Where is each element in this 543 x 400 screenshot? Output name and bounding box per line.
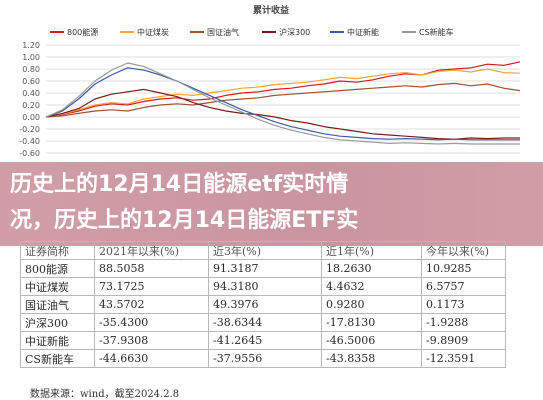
table-cell: -44.6630 — [94, 349, 209, 368]
series-line — [45, 68, 521, 118]
column-header: 近1年(%) — [321, 241, 422, 260]
series-line — [45, 67, 520, 141]
table-cell: -46.5006 — [321, 331, 422, 350]
y-tick-label: -0.60 — [19, 149, 40, 158]
table-cell: 中证煤炭 — [20, 277, 95, 296]
table-cell: 4.4632 — [321, 277, 422, 296]
returns-table: 证券简称 2021年以来(%) 近3年(%) 近1年(%) 今年以来(%) 800能源 88… — [20, 241, 506, 368]
headline-line-1: 历史上的12月14日能源etf实时情 — [10, 172, 349, 197]
y-tick-label: 1.00 — [22, 53, 40, 62]
legend-label: 800能源 — [67, 27, 98, 37]
y-tick-label: -0.40 — [19, 137, 40, 146]
table-cell: -9.8909 — [421, 331, 506, 350]
table-cell: -1.9288 — [421, 313, 506, 332]
y-tick-label: 0.00 — [22, 113, 40, 122]
chart-area: 1.20 1.00 0.80 0.60 0.40 0.20 0.00 -0.20 -0.40 -0… — [0, 0, 543, 168]
headline-line-2: 况，历史上的12月14日能源ETF实 — [10, 208, 359, 233]
table-row: CS新能车 -44.6630 -37.9556 -43.8358 -12.3591 — [20, 349, 506, 368]
table-cell: 沪深300 — [20, 313, 95, 332]
series-line — [45, 61, 521, 118]
column-header: 证券简称 — [20, 241, 95, 260]
data-source-note: 数据来源：wind，截至2024.2.8 — [30, 389, 180, 400]
table-cell: 6.5757 — [421, 277, 506, 296]
legend-label: 中证煤炭 — [137, 27, 169, 37]
table-cell: -35.4300 — [94, 313, 209, 332]
series-line — [45, 82, 521, 118]
chart-title: 累计收益 — [253, 4, 289, 16]
table-cell: -37.9556 — [208, 349, 322, 368]
table-cell: -41.2645 — [208, 331, 322, 350]
series-line — [45, 88, 520, 140]
legend-label: 沪深300 — [279, 27, 310, 37]
legend-label: 中证新能 — [347, 27, 379, 37]
table-cell: 0.1173 — [421, 295, 506, 314]
column-header: 近3年(%) — [208, 241, 322, 260]
y-tick-label: 1.20 — [22, 41, 40, 50]
column-header: 今年以来(%) — [421, 241, 506, 260]
y-tick-label: 0.20 — [22, 101, 40, 110]
table-row: 800能源 88.5058 91.3187 18.2630 10.9285 — [20, 259, 506, 278]
y-tick-label: -0.20 — [19, 125, 40, 134]
table-cell: -17.8130 — [321, 313, 422, 332]
table-row: 中证煤炭 73.1725 94.3180 4.4632 6.5757 — [20, 277, 506, 296]
table-cell: 800能源 — [20, 259, 95, 278]
table-cell: -43.8358 — [321, 349, 422, 368]
legend-label: CS新能车 — [419, 27, 454, 37]
table-cell: 0.9280 — [321, 295, 422, 314]
table-cell: -12.3591 — [421, 349, 506, 368]
table-cell: 49.3976 — [208, 295, 322, 314]
table-cell: CS新能车 — [20, 349, 95, 368]
table-cell: -37.9308 — [94, 331, 209, 350]
table-cell: 国证油气 — [20, 295, 95, 314]
table-cell: 中证新能 — [20, 331, 95, 350]
cumulative-return-chart: 1.20 1.00 0.80 0.60 0.40 0.20 0.00 -0.20 -0.40 -0… — [19, 4, 521, 158]
series-line — [45, 62, 520, 145]
table-cell: 94.3180 — [208, 277, 322, 296]
column-header: 2021年以来(%) — [94, 241, 209, 260]
table-cell: -38.6344 — [208, 313, 322, 332]
table-cell: 73.1725 — [94, 277, 209, 296]
table-row: 中证新能 -37.9308 -41.2645 -46.5006 -9.8909 — [20, 331, 506, 350]
table-cell: 43.5702 — [94, 295, 209, 314]
y-tick-label: 0.80 — [22, 65, 40, 74]
table-row: 沪深300 -35.4300 -38.6344 -17.8130 -1.9288 — [20, 313, 506, 332]
y-tick-label: 0.40 — [22, 89, 40, 98]
table-cell: 91.3187 — [208, 259, 322, 278]
legend-label: 国证油气 — [207, 27, 239, 37]
table-row: 国证油气 43.5702 49.3976 0.9280 0.1173 — [20, 295, 506, 314]
headline-banner: 历史上的12月14日能源etf实时情 况，历史上的12月14日能源ETF实 — [0, 162, 543, 246]
table-header-row: 证券简称 2021年以来(%) 近3年(%) 近1年(%) 今年以来(%) — [20, 241, 506, 260]
table-cell: 88.5058 — [94, 259, 209, 278]
table-cell: 18.2630 — [321, 259, 422, 278]
y-tick-label: 0.60 — [22, 77, 40, 86]
table-cell: 10.9285 — [421, 259, 506, 278]
